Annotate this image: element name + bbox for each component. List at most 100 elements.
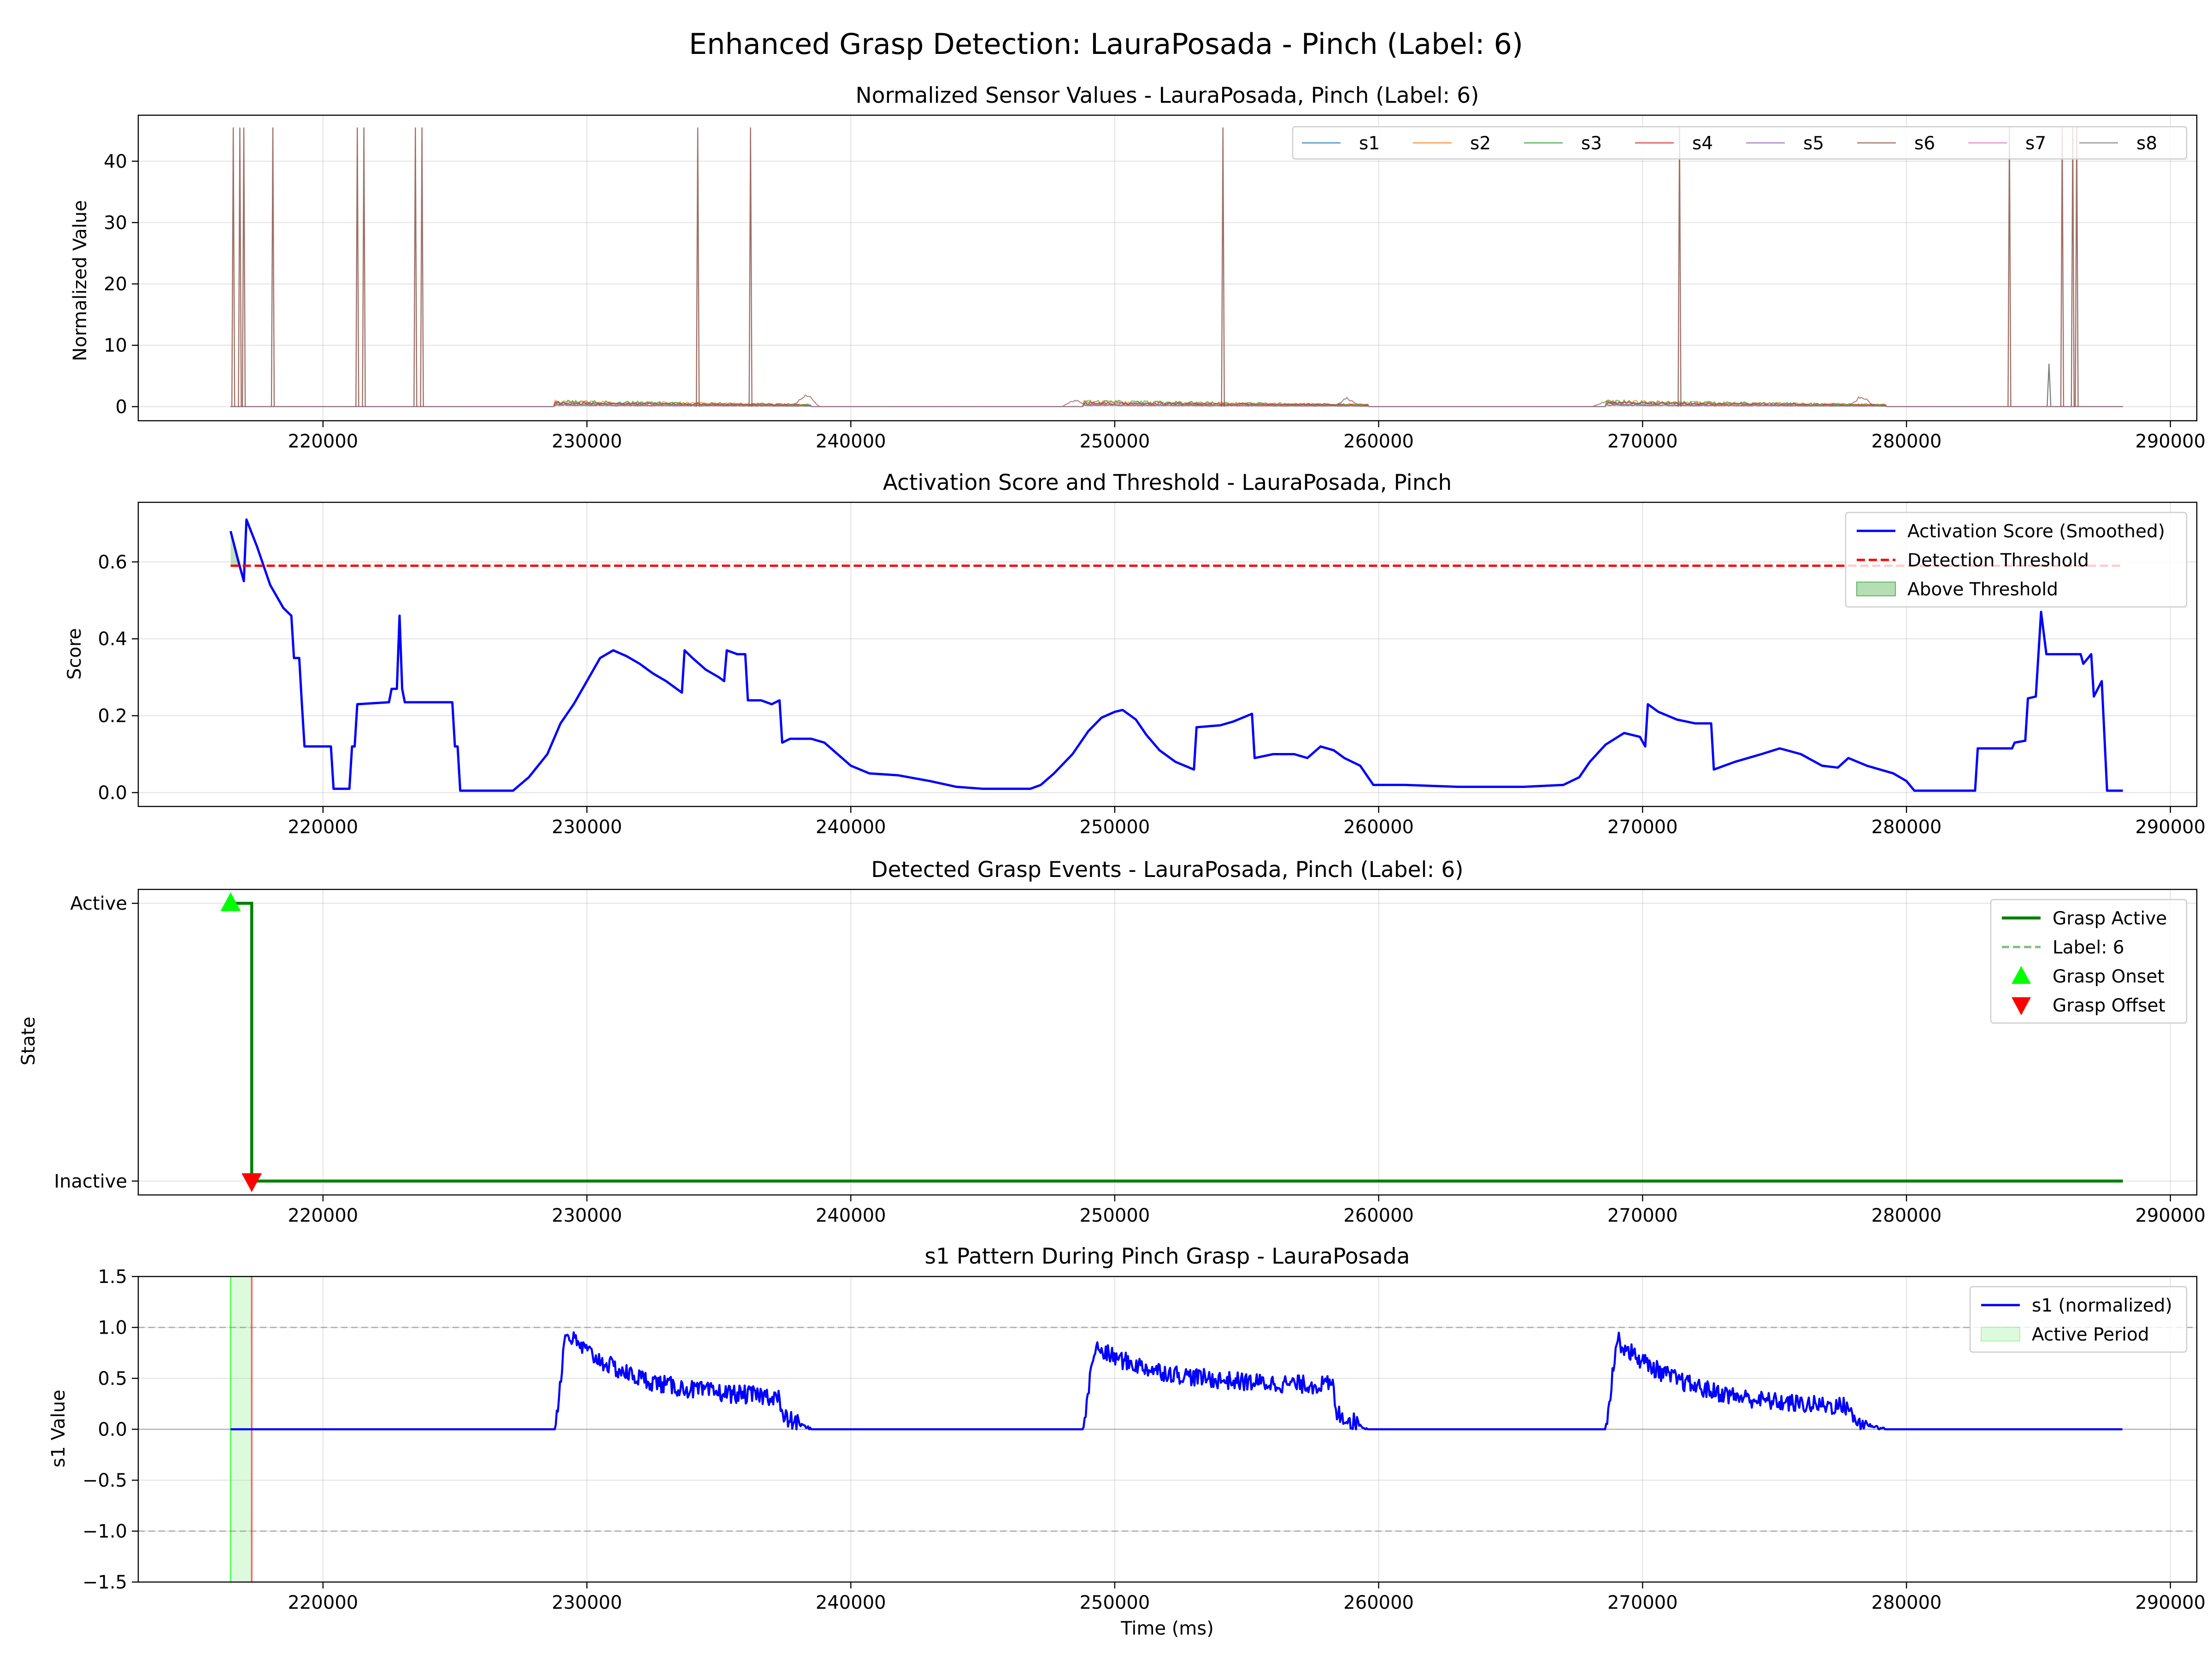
panel-1-grid bbox=[138, 115, 2197, 421]
legend-box bbox=[1969, 1286, 2188, 1353]
x-tick-label: 220000 bbox=[288, 1592, 359, 1613]
panel-4-plot-area bbox=[138, 1277, 2197, 1582]
panel-2-ticks: 220000 230000 240000 250000 260000 270000 2800… bbox=[98, 552, 2206, 838]
panel-sensor-values: Normalized Sensor Values - LauraPosada, … bbox=[70, 83, 2206, 452]
s6-spike bbox=[695, 127, 700, 407]
y-tick-label: 0 bbox=[116, 396, 127, 418]
legend-box bbox=[1292, 126, 2188, 160]
y-tick-label: −0.5 bbox=[82, 1470, 127, 1491]
s6-spike bbox=[238, 127, 242, 407]
s5-legend-label: s5 bbox=[1803, 133, 1824, 154]
grasp-active-legend-label: Grasp Active bbox=[2053, 908, 2167, 929]
x-tick-label: 270000 bbox=[1607, 817, 1678, 838]
x-tick-label: 230000 bbox=[552, 1205, 622, 1226]
x-tick-label: 240000 bbox=[816, 1205, 886, 1226]
x-tick-label: 240000 bbox=[816, 1592, 886, 1613]
x-tick-label: 230000 bbox=[552, 1592, 622, 1613]
s6-spike bbox=[1677, 127, 1682, 407]
grasp-offset-marker bbox=[241, 1173, 262, 1192]
s6-spike bbox=[362, 127, 366, 407]
legend-box bbox=[1990, 899, 2188, 1024]
grasp-onset-marker bbox=[220, 892, 241, 912]
y-tick-label: 0.2 bbox=[98, 706, 127, 727]
panel-2-plot-area bbox=[229, 518, 2123, 792]
grasp-offset-legend-handle bbox=[2012, 997, 2031, 1015]
s1-normalized-legend-label: s1 (normalized) bbox=[2032, 1295, 2172, 1316]
x-tick-label: 280000 bbox=[1871, 431, 1942, 452]
active-period-legend-label: Active Period bbox=[2032, 1324, 2149, 1345]
panel-activation-score: Activation Score and Threshold - LauraPo… bbox=[64, 470, 2206, 838]
panel-4-y-axis-label: s1 Value bbox=[48, 1390, 69, 1468]
panel-4-title: s1 Pattern During Pinch Grasp - LauraPos… bbox=[925, 1244, 1410, 1269]
s6-spike bbox=[271, 127, 275, 407]
axes-frame bbox=[137, 1276, 2198, 1583]
axes-frame bbox=[137, 888, 2198, 1196]
y-tick-label: Inactive bbox=[54, 1171, 127, 1192]
s8-spike bbox=[2047, 364, 2052, 407]
y-tick-label: 1.0 bbox=[98, 1318, 127, 1339]
x-tick-label: 220000 bbox=[288, 817, 359, 838]
s3-legend-label: s3 bbox=[1581, 133, 1602, 154]
panel-2-title: Activation Score and Threshold - LauraPo… bbox=[883, 470, 1452, 495]
s8-legend-label: s8 bbox=[2136, 133, 2157, 154]
panel-4-legend: s1 (normalized) Active Period bbox=[1969, 1286, 2188, 1353]
x-tick-label: 260000 bbox=[1343, 1592, 1414, 1613]
x-tick-label: 290000 bbox=[2135, 431, 2206, 452]
x-tick-label: 260000 bbox=[1343, 1205, 1414, 1226]
x-tick-label: 220000 bbox=[288, 431, 359, 452]
y-tick-label: 10 bbox=[104, 335, 127, 356]
grasp-offset-legend-label: Grasp Offset bbox=[2053, 995, 2165, 1016]
above-threshold-legend-handle bbox=[1856, 582, 1896, 596]
x-tick-label: 270000 bbox=[1607, 431, 1678, 452]
x-tick-label: 290000 bbox=[2135, 1205, 2206, 1226]
s6-spike bbox=[2007, 127, 2012, 407]
x-tick-label: 230000 bbox=[552, 817, 622, 838]
panel-1-title: Normalized Sensor Values - LauraPosada, … bbox=[856, 83, 1479, 108]
panel-1-y-axis-label: Normalized Value bbox=[70, 200, 91, 361]
panel-1-ticks: 220000 230000 240000 250000 260000 270000 2800… bbox=[104, 151, 2206, 452]
s4-legend-label: s4 bbox=[1692, 133, 1713, 154]
s6-spike bbox=[355, 127, 359, 407]
y-tick-label: 40 bbox=[104, 151, 127, 172]
y-tick-label: 0.6 bbox=[98, 552, 127, 573]
s6-spike bbox=[231, 127, 235, 407]
grasp-onset-legend-handle bbox=[2012, 966, 2031, 984]
panel-3-ticks: 220000 230000 240000 250000 260000 270000 2800… bbox=[54, 893, 2206, 1226]
x-tick-label: 270000 bbox=[1607, 1205, 1678, 1226]
axes-frame bbox=[137, 114, 2198, 422]
y-tick-label: Active bbox=[70, 893, 127, 914]
s6-spike bbox=[1221, 127, 1225, 407]
y-tick-label: 0.5 bbox=[98, 1368, 127, 1389]
y-tick-label: 30 bbox=[104, 212, 127, 234]
activation-score-legend-label: Activation Score (Smoothed) bbox=[1907, 521, 2165, 542]
legend-box bbox=[1845, 512, 2188, 608]
x-tick-label: 250000 bbox=[1080, 817, 1150, 838]
x-tick-label: 240000 bbox=[816, 431, 886, 452]
s6-spike bbox=[2060, 127, 2065, 407]
s7-legend-label: s7 bbox=[2025, 133, 2046, 154]
detection-threshold-legend-label: Detection Threshold bbox=[1907, 550, 2089, 571]
s6-spike bbox=[2075, 127, 2079, 407]
panel-4-ticks: 220000 230000 240000 250000 260000 270000 2800… bbox=[82, 1266, 2206, 1613]
y-tick-label: 0.0 bbox=[98, 1419, 127, 1441]
x-tick-label: 270000 bbox=[1607, 1592, 1678, 1613]
grasp-active-line bbox=[230, 901, 2123, 1183]
panel-s1-pattern: s1 Pattern During Pinch Grasp - LauraPos… bbox=[48, 1244, 2206, 1639]
panel-2-legend: Activation Score (Smoothed) Detection Thr… bbox=[1845, 512, 2188, 608]
y-tick-label: 0.0 bbox=[98, 782, 127, 804]
x-tick-label: 290000 bbox=[2135, 1592, 2206, 1613]
x-tick-label: 250000 bbox=[1080, 1205, 1150, 1226]
s6-spike bbox=[241, 127, 246, 407]
y-tick-label: 20 bbox=[104, 274, 127, 295]
x-tick-label: 280000 bbox=[1871, 1592, 1942, 1613]
panel-grasp-events: Detected Grasp Events - LauraPosada, Pin… bbox=[18, 857, 2206, 1226]
panel-3-legend: Grasp Active Label: 6 Grasp Onset Grasp Off… bbox=[1990, 899, 2188, 1024]
x-tick-label: 260000 bbox=[1343, 817, 1414, 838]
s8-series-line bbox=[230, 404, 2123, 407]
panel-3-grid bbox=[138, 889, 2197, 1195]
s6-spike bbox=[413, 127, 418, 407]
y-tick-label: −1.0 bbox=[82, 1521, 127, 1542]
x-tick-label: 260000 bbox=[1343, 431, 1414, 452]
panel-1-legend: s1 s2 s3 s4 s5 s6 s7 s8 bbox=[1292, 126, 2188, 160]
